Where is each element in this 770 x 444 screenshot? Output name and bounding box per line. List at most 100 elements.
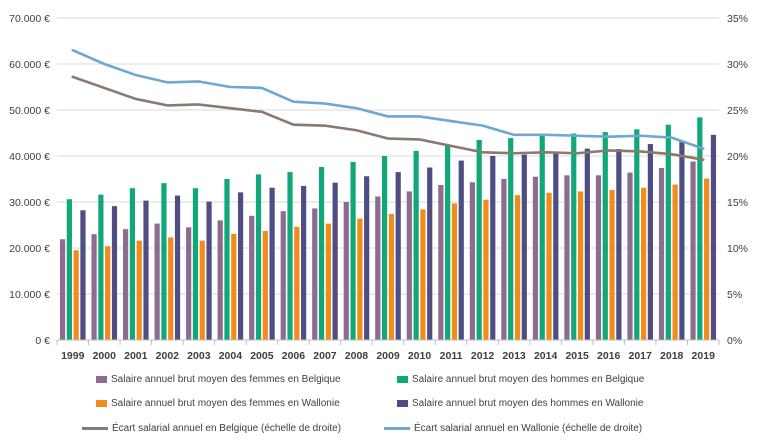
x-tick-label: 2018 — [660, 350, 684, 362]
y-right-tick-label: 25% — [727, 105, 748, 117]
x-tick-label: 2011 — [440, 350, 463, 362]
bar — [364, 176, 370, 340]
bar — [174, 195, 181, 340]
y-right-tick-label: 35% — [727, 13, 748, 25]
legend-label: Salaire annuel brut moyen des hommes en … — [412, 374, 645, 385]
bar — [469, 182, 475, 340]
bar — [357, 218, 363, 340]
bar — [532, 176, 539, 340]
y-right-tick-label: 15% — [727, 197, 748, 209]
x-tick-label: 2003 — [187, 350, 211, 362]
bar — [129, 188, 136, 340]
x-tick-label: 2004 — [219, 350, 243, 362]
bar — [483, 199, 489, 340]
bar — [602, 132, 608, 340]
legend-swatch — [397, 400, 408, 407]
y-left-tick-label: 0 € — [35, 335, 50, 347]
x-tick-label: 2009 — [376, 350, 400, 362]
y-left-tick-label: 60.000 € — [9, 59, 50, 71]
y-right-tick-label: 5% — [727, 289, 742, 301]
y-left-tick-label: 30.000 € — [9, 197, 50, 209]
x-tick-label: 2007 — [313, 350, 337, 362]
x-tick-label: 2006 — [282, 350, 306, 362]
bar — [508, 138, 514, 340]
legend-swatch — [96, 400, 107, 407]
bar — [704, 178, 710, 340]
bar — [199, 240, 205, 340]
bar — [640, 187, 647, 340]
y-left-tick-label: 40.000 € — [9, 151, 50, 163]
bar — [192, 188, 199, 340]
bar — [445, 145, 451, 340]
y-right-tick-label: 20% — [727, 151, 748, 163]
bar — [595, 175, 602, 340]
bar — [413, 150, 419, 340]
bar — [658, 167, 665, 340]
bar — [161, 183, 167, 340]
bar — [627, 172, 633, 340]
bar — [237, 192, 244, 340]
bar — [318, 167, 325, 340]
bar — [332, 182, 338, 340]
legend-line-swatch — [384, 427, 410, 430]
bar — [501, 179, 507, 340]
bar — [546, 192, 552, 340]
x-tick-label: 2014 — [534, 350, 558, 362]
bar — [406, 191, 412, 340]
legend-item-hommes-belgique: Salaire annuel brut moyen des hommes en … — [397, 374, 644, 385]
bar — [616, 149, 622, 340]
bar — [186, 227, 192, 340]
legend-label: Écart salarial annuel en Wallonie (échel… — [414, 423, 643, 434]
bar — [577, 191, 584, 340]
bar — [553, 152, 559, 340]
y-right-tick-label: 0% — [727, 335, 742, 347]
bar — [375, 196, 381, 340]
bar — [564, 175, 570, 340]
bar — [59, 239, 66, 340]
y-left-tick-label: 70.000 € — [9, 13, 50, 25]
bar — [665, 124, 671, 340]
bar — [697, 117, 703, 340]
bar — [458, 160, 464, 340]
y-right-tick-label: 10% — [727, 243, 748, 255]
bar — [382, 156, 388, 340]
bar — [710, 134, 717, 340]
legend: Salaire annuel brut moyen des femmes en … — [0, 368, 770, 440]
legend-label: Salaire annuel brut moyen des femmes en … — [111, 374, 341, 385]
x-tick-label: 2005 — [250, 350, 274, 362]
bar — [287, 172, 293, 340]
bar — [168, 237, 174, 340]
bar — [280, 211, 286, 340]
bar — [91, 234, 97, 340]
y-left-tick-label: 50.000 € — [9, 105, 50, 117]
bar — [249, 215, 255, 340]
legend-label: Salaire annuel brut moyen des hommes en … — [412, 398, 644, 409]
legend-label: Salaire annuel brut moyen des femmes en … — [111, 398, 340, 409]
bar — [269, 187, 275, 340]
bar — [647, 144, 653, 340]
legend-item-ecart-wallonie: Écart salarial annuel en Wallonie (échel… — [384, 423, 642, 434]
x-tick-label: 2001 — [124, 350, 148, 362]
bar — [388, 213, 394, 340]
x-tick-label: 2008 — [345, 350, 369, 362]
series-line — [71, 75, 705, 161]
bar — [609, 190, 615, 340]
bar — [672, 184, 678, 340]
legend-item-hommes-wallonie: Salaire annuel brut moyen des hommes en … — [397, 398, 643, 409]
bar — [438, 184, 444, 340]
lines-layer — [71, 48, 705, 161]
bar — [294, 226, 300, 340]
bar — [224, 179, 230, 340]
bar — [451, 203, 458, 340]
bar — [420, 209, 426, 340]
y-left-tick-label: 20.000 € — [9, 243, 50, 255]
legend-item-femmes-belgique: Salaire annuel brut moyen des femmes en … — [96, 374, 341, 385]
bar — [539, 135, 545, 340]
chart: 0 € 0% 10.000 € 5% 20.000 € 10% 30.000 € 15% 40.… — [9, 13, 748, 362]
axes-layer: 0 € 0% 10.000 € 5% 20.000 € 10% 30.000 € 15% 40.… — [9, 13, 748, 362]
x-tick-label: 2010 — [408, 350, 432, 362]
gridlines — [57, 17, 719, 341]
bar — [301, 185, 307, 340]
bar — [571, 133, 577, 340]
bar — [584, 148, 590, 340]
